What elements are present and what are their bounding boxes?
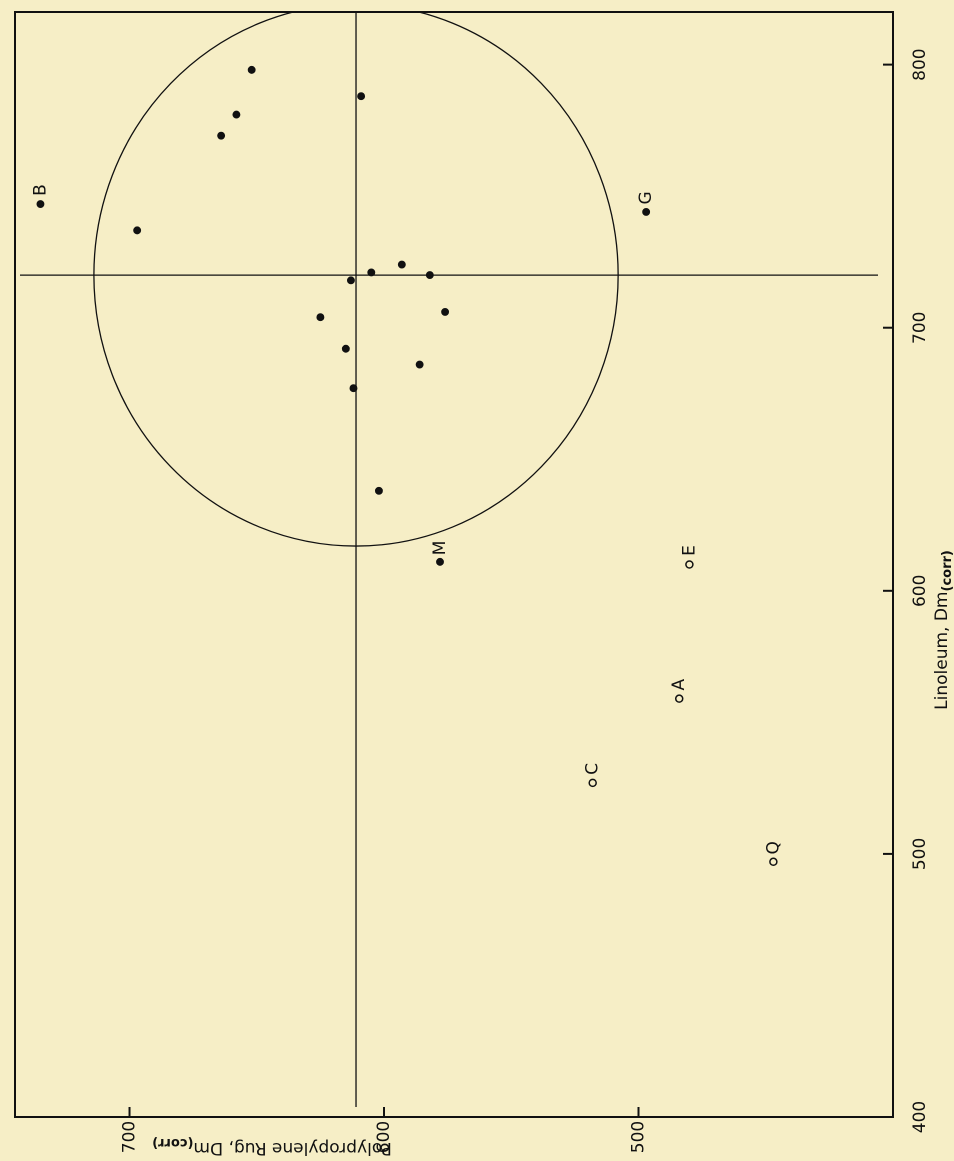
x-axis-title: Linoleum, Dm(corr) — [932, 550, 954, 710]
point — [397, 260, 406, 269]
x-axis-title-text: Linoleum, Dm — [932, 591, 952, 709]
y-axis-title: Polypropylene Rug, Dm(corr) — [152, 1136, 392, 1159]
point — [588, 778, 597, 788]
x-tick-label: 400 — [910, 1101, 930, 1133]
y-tick-label: 500 — [629, 1121, 649, 1153]
point-label: A — [669, 678, 689, 690]
point — [36, 200, 45, 209]
y-tick-label: 600 — [374, 1121, 394, 1153]
y-axis-title-text: Polypropylene Rug, Dm — [193, 1138, 391, 1158]
x-tick-label: 500 — [910, 838, 930, 870]
point — [341, 344, 350, 353]
point — [436, 557, 444, 566]
point — [441, 307, 450, 316]
point — [425, 271, 434, 280]
point — [217, 131, 226, 140]
point — [316, 313, 325, 322]
point — [367, 268, 376, 277]
x-axis-title-sub: (corr) — [940, 550, 954, 591]
point — [374, 486, 383, 495]
point-label: Q — [763, 841, 783, 854]
point — [769, 857, 778, 867]
point — [349, 384, 358, 393]
point — [357, 92, 366, 101]
point-label: G — [636, 191, 656, 204]
point-label: B — [30, 184, 50, 196]
point-label: M — [430, 541, 450, 556]
x-tick-label: 800 — [910, 48, 930, 80]
x-tick-label: 600 — [910, 575, 930, 607]
point — [642, 208, 651, 216]
plot-frame — [14, 11, 894, 1118]
point — [232, 110, 241, 119]
x-tick-label: 700 — [910, 311, 930, 343]
point — [247, 65, 256, 74]
point-label: C — [583, 763, 603, 775]
point — [685, 560, 694, 569]
point — [346, 276, 355, 285]
point — [133, 226, 142, 235]
y-tick-label: 700 — [120, 1121, 140, 1153]
point-label: E — [679, 545, 699, 556]
point — [415, 360, 424, 369]
y-axis-title-sub: (corr) — [152, 1136, 193, 1151]
point — [674, 694, 684, 703]
